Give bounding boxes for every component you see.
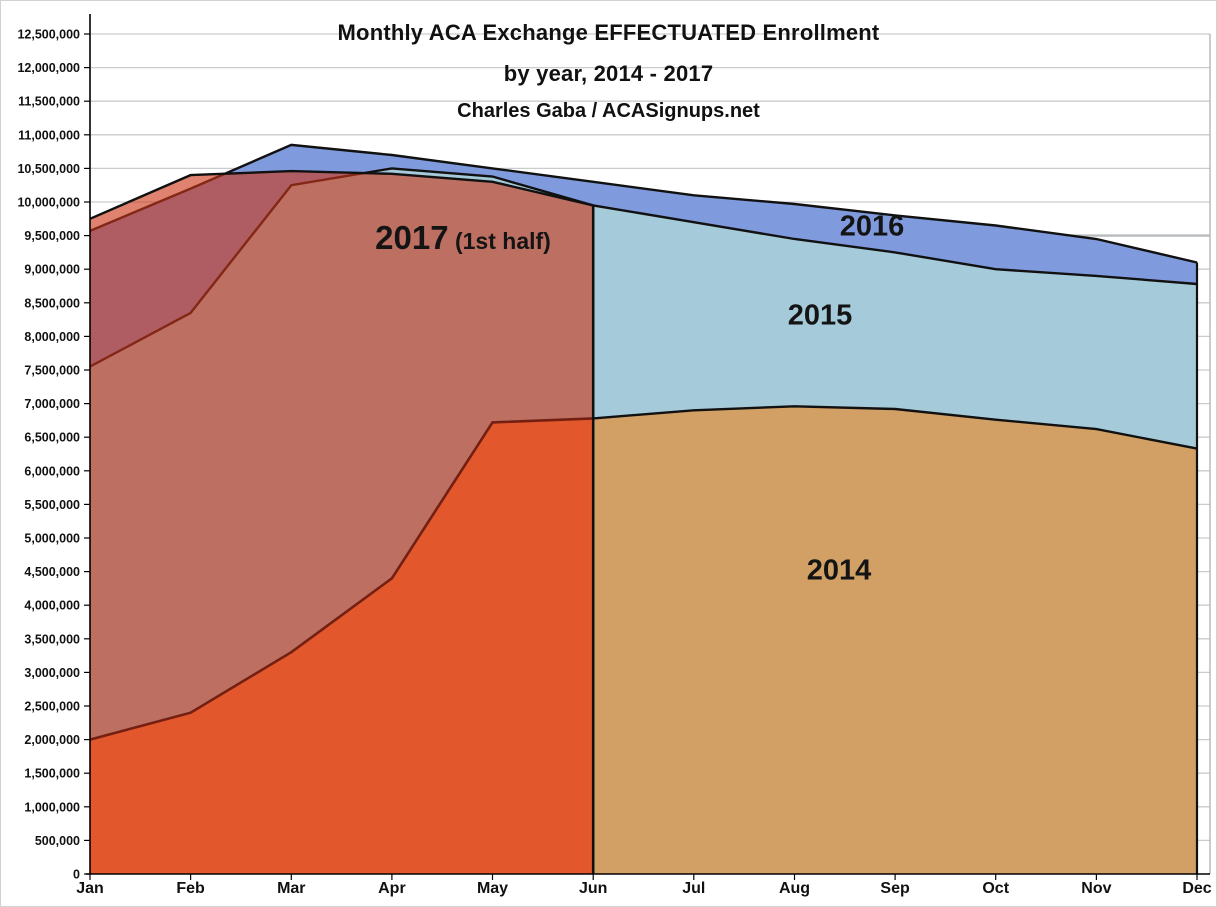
area-2014-first-half — [90, 418, 594, 874]
y-tick-label: 4,000,000 — [24, 599, 80, 613]
y-tick-label: 0 — [73, 868, 80, 882]
y-tick-label: 3,500,000 — [24, 632, 80, 646]
x-tick-label: Apr — [378, 880, 406, 897]
y-tick-label: 1,500,000 — [24, 767, 80, 781]
y-tick-label: 2,500,000 — [24, 700, 80, 714]
y-tick-label: 8,000,000 — [24, 330, 80, 344]
y-tick-label: 5,500,000 — [24, 498, 80, 512]
y-tick-label: 9,500,000 — [24, 229, 80, 243]
y-tick-label: 7,500,000 — [24, 364, 80, 378]
x-tick-label: Dec — [1182, 880, 1211, 897]
line-2014-second-half — [593, 405, 1198, 450]
x-tick-label: Jun — [579, 880, 607, 897]
x-tick-label: May — [477, 880, 508, 897]
x-tick-label: Mar — [277, 880, 305, 897]
y-tick-label: 4,500,000 — [24, 565, 80, 579]
y-tick-label: 7,000,000 — [24, 397, 80, 411]
y-tick-label: 10,500,000 — [17, 162, 80, 176]
x-tick-label: Jan — [76, 880, 104, 897]
line-2017 — [89, 169, 594, 220]
y-tick-label: 1,000,000 — [24, 800, 80, 814]
x-tick-label: Nov — [1081, 880, 1111, 897]
y-tick-label: 11,500,000 — [18, 95, 80, 109]
x-tick-label: Feb — [176, 880, 205, 897]
y-tick-label: 3,000,000 — [24, 666, 80, 680]
y-tick-label: 5,000,000 — [24, 532, 80, 546]
y-tick-label: 10,000,000 — [17, 196, 80, 210]
y-tick-label: 11,000,000 — [18, 128, 80, 142]
area-2014-second-half — [593, 406, 1197, 874]
y-tick-label: 500,000 — [35, 834, 80, 848]
line-2016 — [89, 143, 1198, 264]
y-tick-label: 6,000,000 — [24, 464, 80, 478]
y-tick-label: 8,500,000 — [24, 296, 80, 310]
x-tick-label: Jul — [682, 880, 705, 897]
x-tick-label: Aug — [779, 880, 810, 897]
line-2014-first-half — [89, 417, 594, 741]
y-tick-label: 12,000,000 — [17, 61, 80, 75]
y-tick-label: 12,500,000 — [17, 28, 80, 42]
y-tick-label: 9,000,000 — [24, 263, 80, 277]
x-tick-label: Sep — [880, 880, 910, 897]
x-tick-label: Oct — [982, 880, 1009, 897]
y-tick-label: 6,500,000 — [24, 431, 80, 445]
y-tick-label: 2,000,000 — [24, 733, 80, 747]
